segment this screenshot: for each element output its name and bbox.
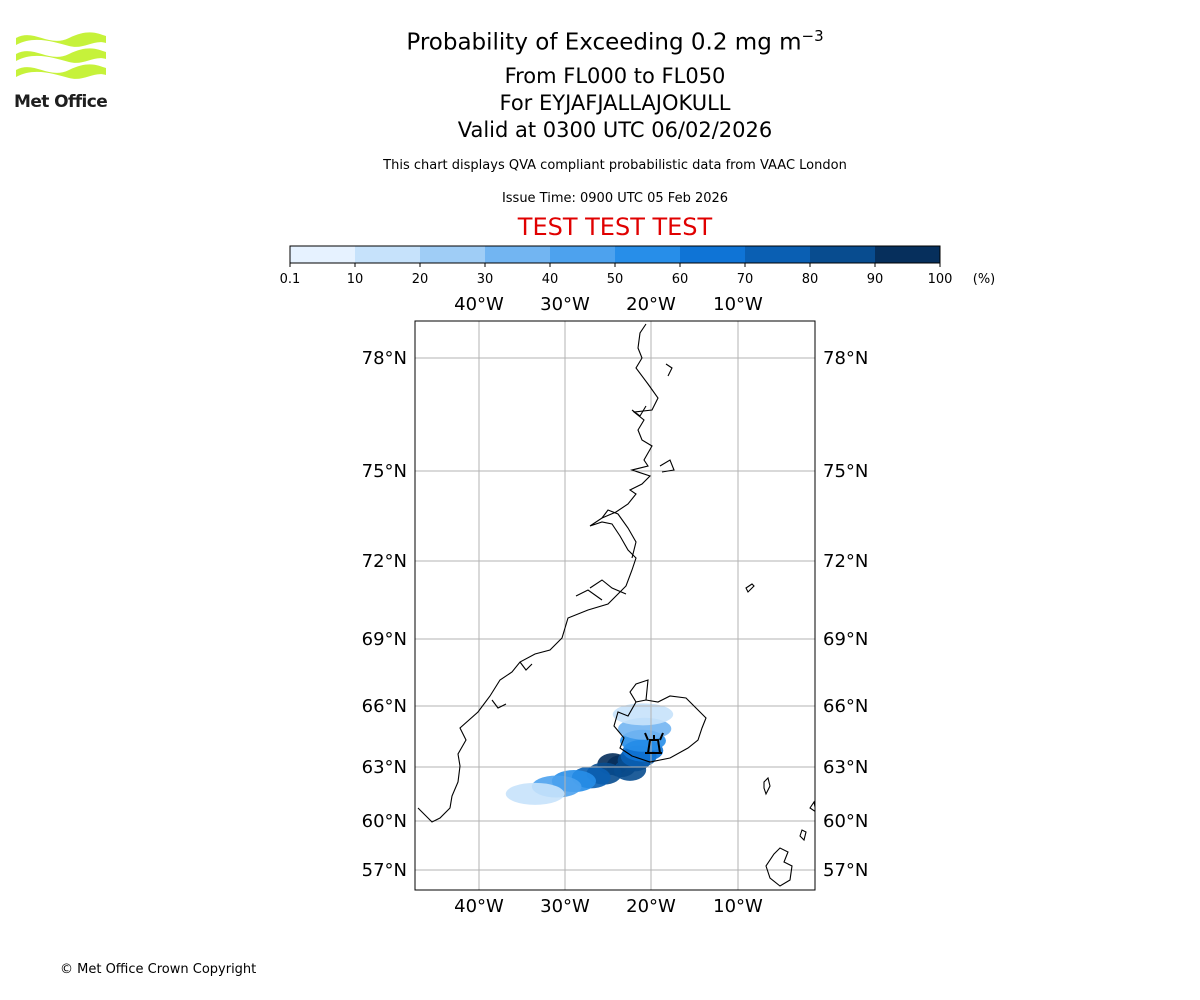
map-frame bbox=[414, 320, 816, 891]
lon-label-bottom: 30°W bbox=[540, 896, 590, 917]
colorbar-tick-label: 10 bbox=[347, 272, 364, 287]
colorbar-tick-label: 60 bbox=[672, 272, 689, 287]
colorbar-tick-label: 20 bbox=[412, 272, 429, 287]
colorbar-tick-label: 70 bbox=[737, 272, 754, 287]
lat-label-left: 69°N bbox=[362, 629, 407, 650]
lat-label-left: 66°N bbox=[362, 696, 407, 717]
lat-label-right: 60°N bbox=[823, 811, 868, 832]
volcano-triangle-icon bbox=[644, 732, 664, 754]
lat-label-left: 57°N bbox=[362, 860, 407, 881]
lat-label-right: 78°N bbox=[823, 348, 868, 369]
lon-label-bottom: 20°W bbox=[626, 896, 676, 917]
issue-time: Issue Time: 0900 UTC 05 Feb 2026 bbox=[501, 191, 729, 206]
lon-label-top: 40°W bbox=[454, 294, 504, 315]
lat-label-left: 75°N bbox=[362, 461, 407, 482]
colorbar-block bbox=[680, 246, 746, 263]
plume-cell bbox=[612, 703, 674, 726]
lon-label-top: 10°W bbox=[713, 294, 763, 315]
level-range: From FL000 to FL050 bbox=[504, 64, 726, 88]
colorbar-block bbox=[875, 246, 941, 263]
colorbar-tick-label: 0.1 bbox=[280, 272, 301, 287]
colorbar-block bbox=[355, 246, 421, 263]
title-text: Probability of Exceeding 0.2 mg m bbox=[406, 29, 802, 56]
lat-label-right: 57°N bbox=[823, 860, 868, 881]
lat-label-right: 66°N bbox=[823, 696, 868, 717]
lat-label-right: 72°N bbox=[823, 551, 868, 572]
lat-label-left: 60°N bbox=[362, 811, 407, 832]
lon-label-bottom: 10°W bbox=[713, 896, 763, 917]
lon-label-bottom: 40°W bbox=[454, 896, 504, 917]
valid-time: Valid at 0300 UTC 06/02/2026 bbox=[457, 118, 773, 142]
lat-label-right: 63°N bbox=[823, 757, 868, 778]
lat-label-left: 72°N bbox=[362, 551, 407, 572]
lat-label-right: 75°N bbox=[823, 461, 868, 482]
caption: This chart displays QVA compliant probab… bbox=[383, 158, 847, 173]
title-exponent: −3 bbox=[801, 27, 824, 45]
lat-label-left: 63°N bbox=[362, 757, 407, 778]
logo-text: Met Office bbox=[14, 92, 108, 112]
met-office-logo-icon bbox=[16, 32, 106, 79]
colorbar-tick-label: 30 bbox=[477, 272, 494, 287]
colorbar-tick-label: 90 bbox=[867, 272, 884, 287]
test-banner: TEST TEST TEST bbox=[517, 213, 713, 241]
colorbar-tick-label: 80 bbox=[802, 272, 819, 287]
lon-label-top: 30°W bbox=[540, 294, 590, 315]
colorbar-unit: (%) bbox=[973, 272, 996, 287]
plume-cell bbox=[505, 782, 565, 805]
colorbar: 0.1 10 20 30 40 50 60 70 80 90 100 (%) bbox=[280, 245, 996, 287]
colorbar-tick-label: 50 bbox=[607, 272, 624, 287]
copyright: © Met Office Crown Copyright bbox=[60, 962, 257, 977]
lat-label-right: 69°N bbox=[823, 629, 868, 650]
map: 40°W 30°W 20°W 10°W 40°W 30°W 20°W 10°W … bbox=[362, 294, 869, 917]
coastline bbox=[417, 323, 815, 887]
chart-title: Probability of Exceeding 0.2 mg m−3 bbox=[0, 27, 1200, 56]
colorbar-block bbox=[810, 246, 876, 263]
colorbar-block bbox=[745, 246, 811, 263]
lon-label-top: 20°W bbox=[626, 294, 676, 315]
colorbar-tick-label: 100 bbox=[928, 272, 953, 287]
colorbar-block bbox=[615, 246, 681, 263]
lat-label-left: 78°N bbox=[362, 348, 407, 369]
colorbar-block bbox=[550, 246, 616, 263]
colorbar-tick-label: 40 bbox=[542, 272, 559, 287]
graticule bbox=[415, 321, 815, 890]
colorbar-block bbox=[485, 246, 551, 263]
colorbar-block bbox=[290, 246, 356, 263]
volcano-line: For EYJAFJALLAJOKULL bbox=[499, 91, 731, 115]
colorbar-block bbox=[420, 246, 486, 263]
